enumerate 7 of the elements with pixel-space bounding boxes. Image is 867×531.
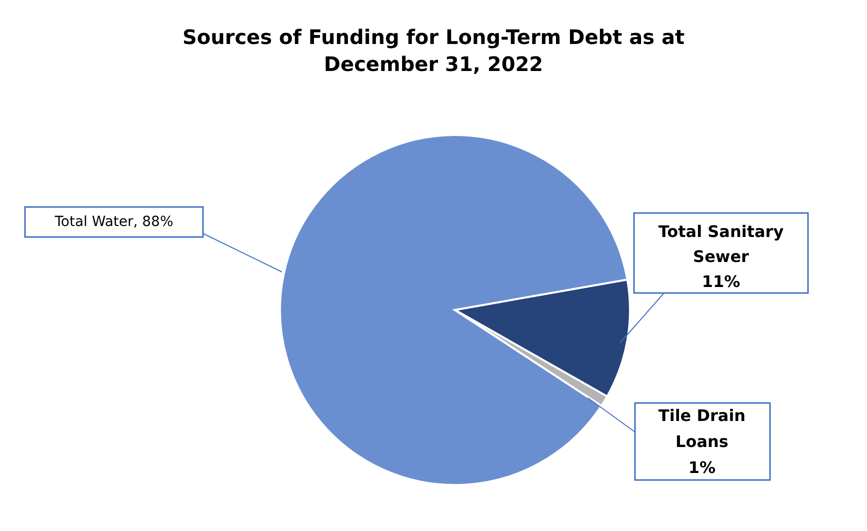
- chart-title: Sources of Funding for Long-Term Debt as at December 31, 2022: [182, 25, 685, 76]
- slice-label: Total Sanitary Sewer: [658, 222, 784, 266]
- slice-label: Tile Drain Loans: [658, 406, 746, 451]
- slice-label: Total Water, 88%: [54, 214, 174, 230]
- data-label: 1%: [688, 458, 716, 477]
- data-label: 11%: [702, 272, 740, 291]
- pie-slice: [279, 134, 628, 486]
